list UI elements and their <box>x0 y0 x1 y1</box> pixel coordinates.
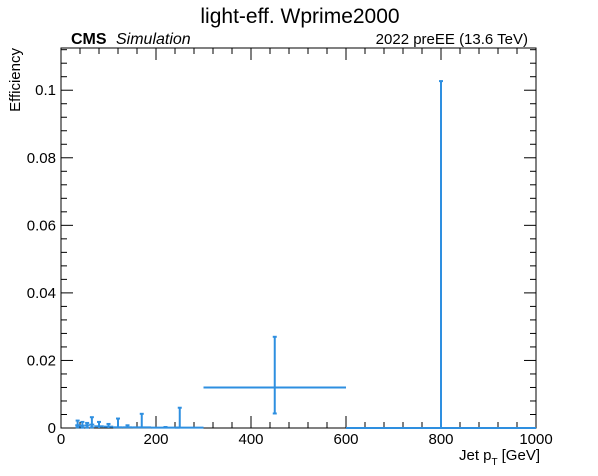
x-axis-label: Jet pT [GeV] <box>459 447 540 468</box>
plot-frame <box>60 47 537 429</box>
plot-area: 0 200 400 600 800 1000 0 0.02 0.04 0.06 0.08 0.1 <box>27 47 553 448</box>
x-tick-label: 200 <box>143 431 168 448</box>
x-tick-label: 400 <box>238 431 263 448</box>
cms-label: CMS <box>71 31 107 48</box>
lumi-label: 2022 preEE (13.6 TeV) <box>376 31 528 48</box>
cms-sublabel: Simulation <box>116 31 191 48</box>
x-tick-label: 1000 <box>519 431 552 448</box>
y-axis-label: Efficiency <box>7 48 24 112</box>
x-axis-label-main: Jet p <box>459 447 492 464</box>
y-tick-label: 0.08 <box>27 150 56 167</box>
x-tick-label: 0 <box>57 431 65 448</box>
x-axis-label-unit: [GeV] <box>502 447 540 464</box>
x-tick-label: 600 <box>333 431 358 448</box>
chart-title: light-eff. Wprime2000 <box>200 5 399 28</box>
y-tick-label: 0.02 <box>27 352 56 369</box>
y-tick-label: 0.1 <box>35 82 56 99</box>
y-tick-label: 0.04 <box>27 285 56 302</box>
x-axis-label-sub: T <box>492 457 498 468</box>
y-tick-label: 0 <box>48 420 56 437</box>
x-tick-label: 800 <box>428 431 453 448</box>
y-tick-label: 0.06 <box>27 217 56 234</box>
